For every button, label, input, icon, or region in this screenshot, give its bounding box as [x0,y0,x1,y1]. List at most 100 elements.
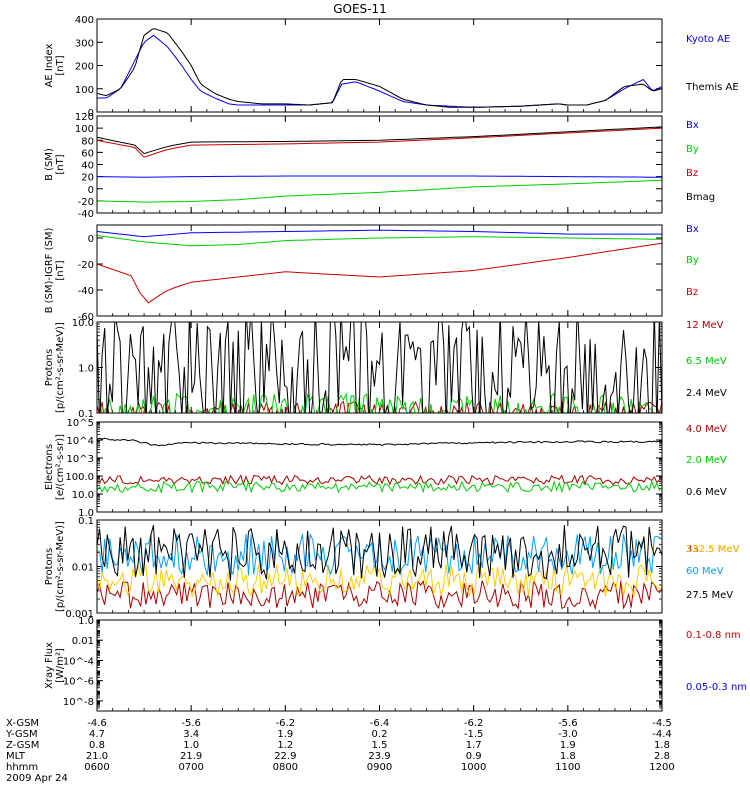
axis-row-value: 0800 [273,762,298,773]
panel-1: 0 100 200 300 400 AE Index [nT] Kyoto AE Themis … [44,15,739,119]
y-tick-label: 1.0 [78,508,94,519]
y-tick-label: 200 [75,62,94,73]
panel-4: 0.1 1.0 10.0 Protons [p/(cm²-s-sr-MeV)] 12 Me… [44,318,727,420]
y-tick-label: 100.0 [65,472,94,483]
legend-entry: Bz [686,287,698,298]
series-line-kyoto-ae [97,34,662,108]
axis-row-value: -6.2 [276,718,296,729]
legend-entry: Bx [686,224,699,235]
legend-entry: By [686,144,699,155]
y-tick-label: 40 [81,161,94,172]
axis-row-value: 1.8 [654,740,670,751]
series-line-122-5-mev [97,562,662,599]
y-tick-label: 1.0 [78,364,94,375]
axis-row-value: 0900 [367,762,392,773]
y-tick-label: 400 [75,15,94,26]
axis-row-label: Z-GSM [6,740,39,751]
series-line-by [97,179,662,203]
legend-entry: By [686,255,699,266]
axis-row-value: 1.9 [277,729,293,740]
legend-entry: 4.0 MeV [686,424,727,435]
panel-5: 1.0 10.0 100.0 10^3 10^4 10^5 Electrons [e/(cm²… [44,418,727,519]
y-axis-label: [W/m²] [55,648,66,683]
y-axis-label: Xray Flux [44,642,55,689]
legend-entry: Bz [686,168,698,179]
series-line-bx [97,229,662,238]
y-tick-label: 80 [81,136,94,147]
y-tick-label: 0.01 [72,563,94,574]
axis-row-label: X-GSM [6,718,39,729]
y-tick-label: 0 [88,185,94,196]
y-tick-label: 60 [81,148,94,159]
series-line-bx [97,175,662,178]
y-axis-label: B (SM) [44,148,55,181]
legend-entry: 6.5 MeV [686,356,727,367]
legend-entry: 122.5 MeV [686,544,740,555]
series-line-0-6-mev [97,437,662,447]
panel-6: 0.001 0.01 0.1 Protons [p/(cm²-s-sr-MeV)] 332… [44,516,740,620]
series-line-2-0-mev [97,479,662,494]
y-tick-label: 10^-8 [63,697,94,708]
y-axis-label: [nT] [55,260,66,280]
panel-frame [96,224,663,317]
legend-entry: Themis AE [685,82,739,93]
series-line-by [97,234,662,247]
series-line-6-5-mev [97,392,662,413]
y-tick-label: -20 [78,197,94,208]
panel-frame [96,321,663,414]
panel-frame [96,115,663,214]
panel-frame [96,619,663,712]
legend-entry: 12 MeV [686,320,724,331]
axis-row-value: 1000 [461,762,486,773]
axis-row-value: 21.0 [86,751,108,762]
y-tick-label: -60 [78,312,94,323]
y-axis-label: Protons [44,548,55,585]
y-axis-label: Protons [44,349,55,386]
panel-frame [96,18,663,113]
series-line-bz [97,127,662,158]
series-line-12-mev [97,400,662,413]
series-line-4-0-mev [97,474,662,486]
axis-row-value: 0.9 [466,751,482,762]
y-axis-label: [nT] [55,55,66,75]
axis-row-value: 23.9 [368,751,390,762]
y-tick-label: 0.1 [78,516,94,527]
y-axis-label: [p/(cm²-s-sr-MeV)] [55,521,66,612]
y-tick-label: 10^-4 [63,656,94,667]
legend-entry: 0.6 MeV [686,487,727,498]
axis-row-value: 1200 [649,762,674,773]
y-tick-label: 10.0 [72,490,94,501]
axis-row-value: 1.8 [560,751,576,762]
axis-row-value: 1.9 [560,740,576,751]
y-tick-label: 10.0 [72,318,94,329]
y-tick-label: 10^5 [67,418,94,429]
y-axis-label: [e/(cm²-s-sr)] [55,434,66,500]
y-tick-label: 10^3 [67,454,94,465]
legend-entry: Kyoto AE [686,34,730,45]
y-tick-label: 100 [75,85,94,96]
y-tick-label: 20 [81,173,94,184]
series-line-themis-ae [97,28,662,108]
y-tick-label: 0.01 [72,636,94,647]
panel-frame [96,421,663,513]
axis-row-value: 0700 [178,762,203,773]
axis-row-value: -6.4 [370,718,390,729]
legend-entry: 2.4 MeV [686,388,727,399]
y-tick-label: 10^4 [67,436,94,447]
legend-entry: 60 MeV [686,566,724,577]
axis-row-label: hhmm [6,762,38,773]
y-tick-label: 0.001 [65,609,94,620]
y-tick-label: 0 [88,234,94,245]
y-axis-label: Electrons [44,444,55,490]
y-tick-label: 100 [75,124,94,135]
y-tick-label: 120 [75,112,94,123]
panel-frame [96,519,663,614]
axis-row-value: -4.6 [87,718,107,729]
y-axis-label: [p/(cm²-s-sr-MeV)] [55,322,66,413]
y-tick-label: 10^-6 [63,677,94,688]
y-axis-label: AE Index [44,43,55,87]
y-tick-label: -40 [78,286,94,297]
panel-7: 10^-8 10^-6 10^-4 0.01 1.0 Xray Flux [W/m²] 0.1… [44,616,747,712]
